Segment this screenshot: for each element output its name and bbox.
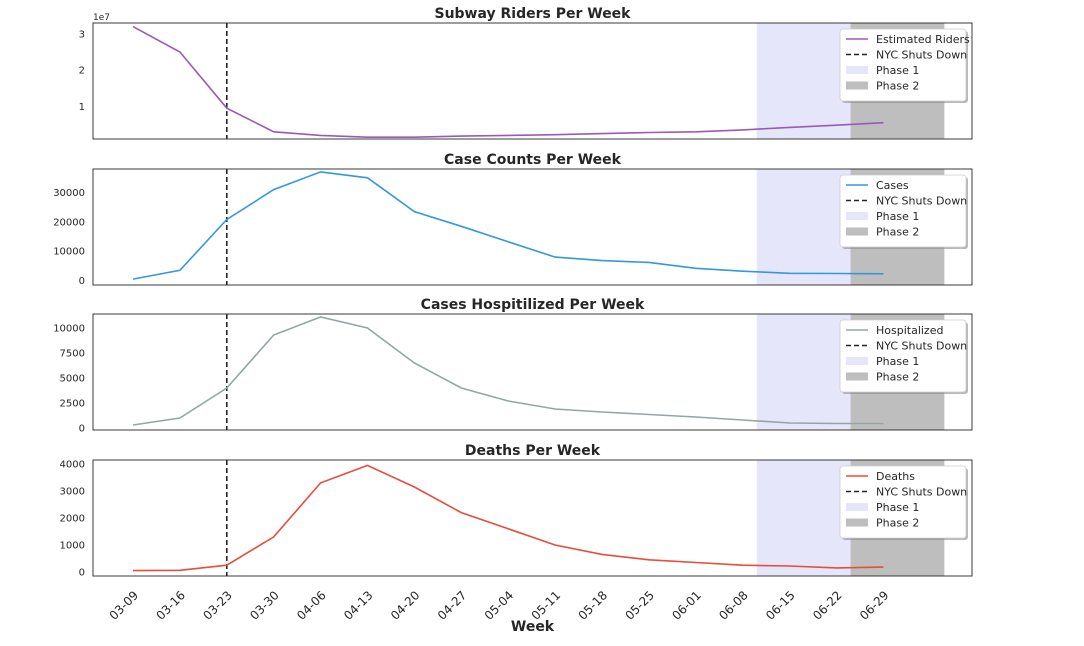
legend-label: NYC Shuts Down	[876, 195, 967, 208]
axes-frame	[92, 22, 973, 140]
y-tick-label: 1000	[60, 540, 85, 551]
legend-label: Estimated Riders	[876, 33, 970, 46]
phase-1-span	[756, 314, 851, 430]
chart-title: Case Counts Per Week	[444, 152, 622, 168]
y-tick-label: 2000	[60, 514, 85, 525]
y-tick-label: 10000	[53, 324, 85, 335]
legend-swatch	[846, 518, 868, 527]
axes-frame	[92, 168, 973, 286]
x-tick-label: 05-18	[576, 588, 611, 623]
x-tick-label: 04-13	[341, 588, 376, 623]
y-tick-label: 0	[79, 276, 85, 287]
legend-swatch	[846, 503, 868, 511]
x-tick-label: 04-27	[435, 588, 470, 623]
series-line	[132, 316, 884, 426]
legend-swatch	[846, 212, 868, 220]
legend-label: NYC Shuts Down	[876, 486, 967, 499]
x-tick-label: 04-20	[388, 588, 423, 623]
legend-label: Phase 2	[876, 80, 919, 93]
y-tick-label: 3	[79, 29, 85, 40]
x-tick-label: 06-22	[810, 588, 845, 623]
legend-label: Cases	[876, 179, 909, 192]
panel-3: Cases Hospitilized Per Week 0 2500 5000 7500…	[53, 297, 973, 435]
x-axis-label: Week	[511, 619, 555, 635]
x-tick-label: 05-11	[529, 588, 564, 623]
legend: Cases NYC Shuts Down Phase 1 Phase 2	[839, 174, 968, 249]
series-line	[132, 171, 884, 280]
panel-4: Deaths Per Week 0 1000 2000 3000 4000 Deaths NY…	[60, 443, 973, 635]
x-tick-label: 03-23	[200, 588, 235, 623]
legend-swatch	[846, 81, 868, 90]
legend-label: Phase 1	[876, 501, 919, 514]
series-line	[132, 25, 884, 138]
legend-label: Phase 2	[876, 226, 919, 239]
legend: Deaths NYC Shuts Down Phase 1 Phase 2	[839, 465, 968, 540]
y-tick-label: 0	[79, 567, 85, 578]
legend-label: NYC Shuts Down	[876, 340, 967, 353]
y-tick-label: 0	[79, 424, 85, 435]
y-tick-label: 2	[79, 66, 85, 77]
axes-frame	[92, 313, 973, 431]
x-tick-label: 04-06	[294, 588, 329, 623]
phase-1-span	[756, 23, 851, 139]
y-tick-label: 7500	[60, 349, 85, 360]
y-tick-label: 4000	[60, 460, 85, 471]
chart-title: Cases Hospitilized Per Week	[421, 297, 645, 313]
legend-label: Phase 1	[876, 355, 919, 368]
legend-label: NYC Shuts Down	[876, 49, 967, 62]
legend-swatch	[846, 227, 868, 236]
legend-label: Hospitalized	[876, 324, 943, 337]
x-tick-label: 06-15	[763, 588, 798, 623]
x-tick-label: 03-16	[153, 588, 188, 623]
y-tick-label: 20000	[53, 217, 85, 228]
legend-label: Phase 1	[876, 64, 919, 77]
legend-swatch	[846, 357, 868, 365]
legend-label: Phase 2	[876, 371, 919, 384]
y-tick-label: 5000	[60, 374, 85, 385]
legend-label: Deaths	[876, 470, 915, 483]
y-tick-label: 3000	[60, 487, 85, 498]
x-tick-label: 06-01	[669, 588, 704, 623]
y-tick-label: 10000	[53, 247, 85, 258]
y-tick-label: 2500	[60, 399, 85, 410]
axes-frame	[92, 459, 973, 577]
legend-label: Phase 2	[876, 517, 919, 530]
y-tick-label: 30000	[53, 188, 85, 199]
legend-label: Phase 1	[876, 210, 919, 223]
series-line	[132, 464, 884, 572]
panel-1: Subway Riders Per Week 1 2 3 1e7 Estimated Ri…	[79, 6, 973, 140]
y-tick-label: 1	[79, 102, 85, 113]
phase-1-span	[756, 169, 851, 285]
x-tick-label: 06-29	[857, 588, 892, 623]
x-tick-label: 03-30	[247, 588, 282, 623]
x-tick-label: 05-25	[622, 588, 657, 623]
x-tick-label: 05-04	[482, 588, 517, 623]
axis-offset-label: 1e7	[93, 13, 110, 23]
legend: Hospitalized NYC Shuts Down Phase 1 Phase 2	[839, 319, 968, 394]
x-tick-label: 06-08	[716, 588, 751, 623]
chart-title: Subway Riders Per Week	[434, 6, 631, 22]
legend: Estimated Riders NYC Shuts Down Phase 1 Pha…	[839, 28, 970, 103]
panel-2: Case Counts Per Week 0 10000 20000 30000 Case…	[53, 152, 973, 287]
x-tick-label: 03-09	[107, 588, 142, 623]
legend-swatch	[846, 372, 868, 381]
legend-swatch	[846, 66, 868, 74]
phase-1-span	[756, 460, 851, 576]
chart-title: Deaths Per Week	[465, 443, 601, 459]
